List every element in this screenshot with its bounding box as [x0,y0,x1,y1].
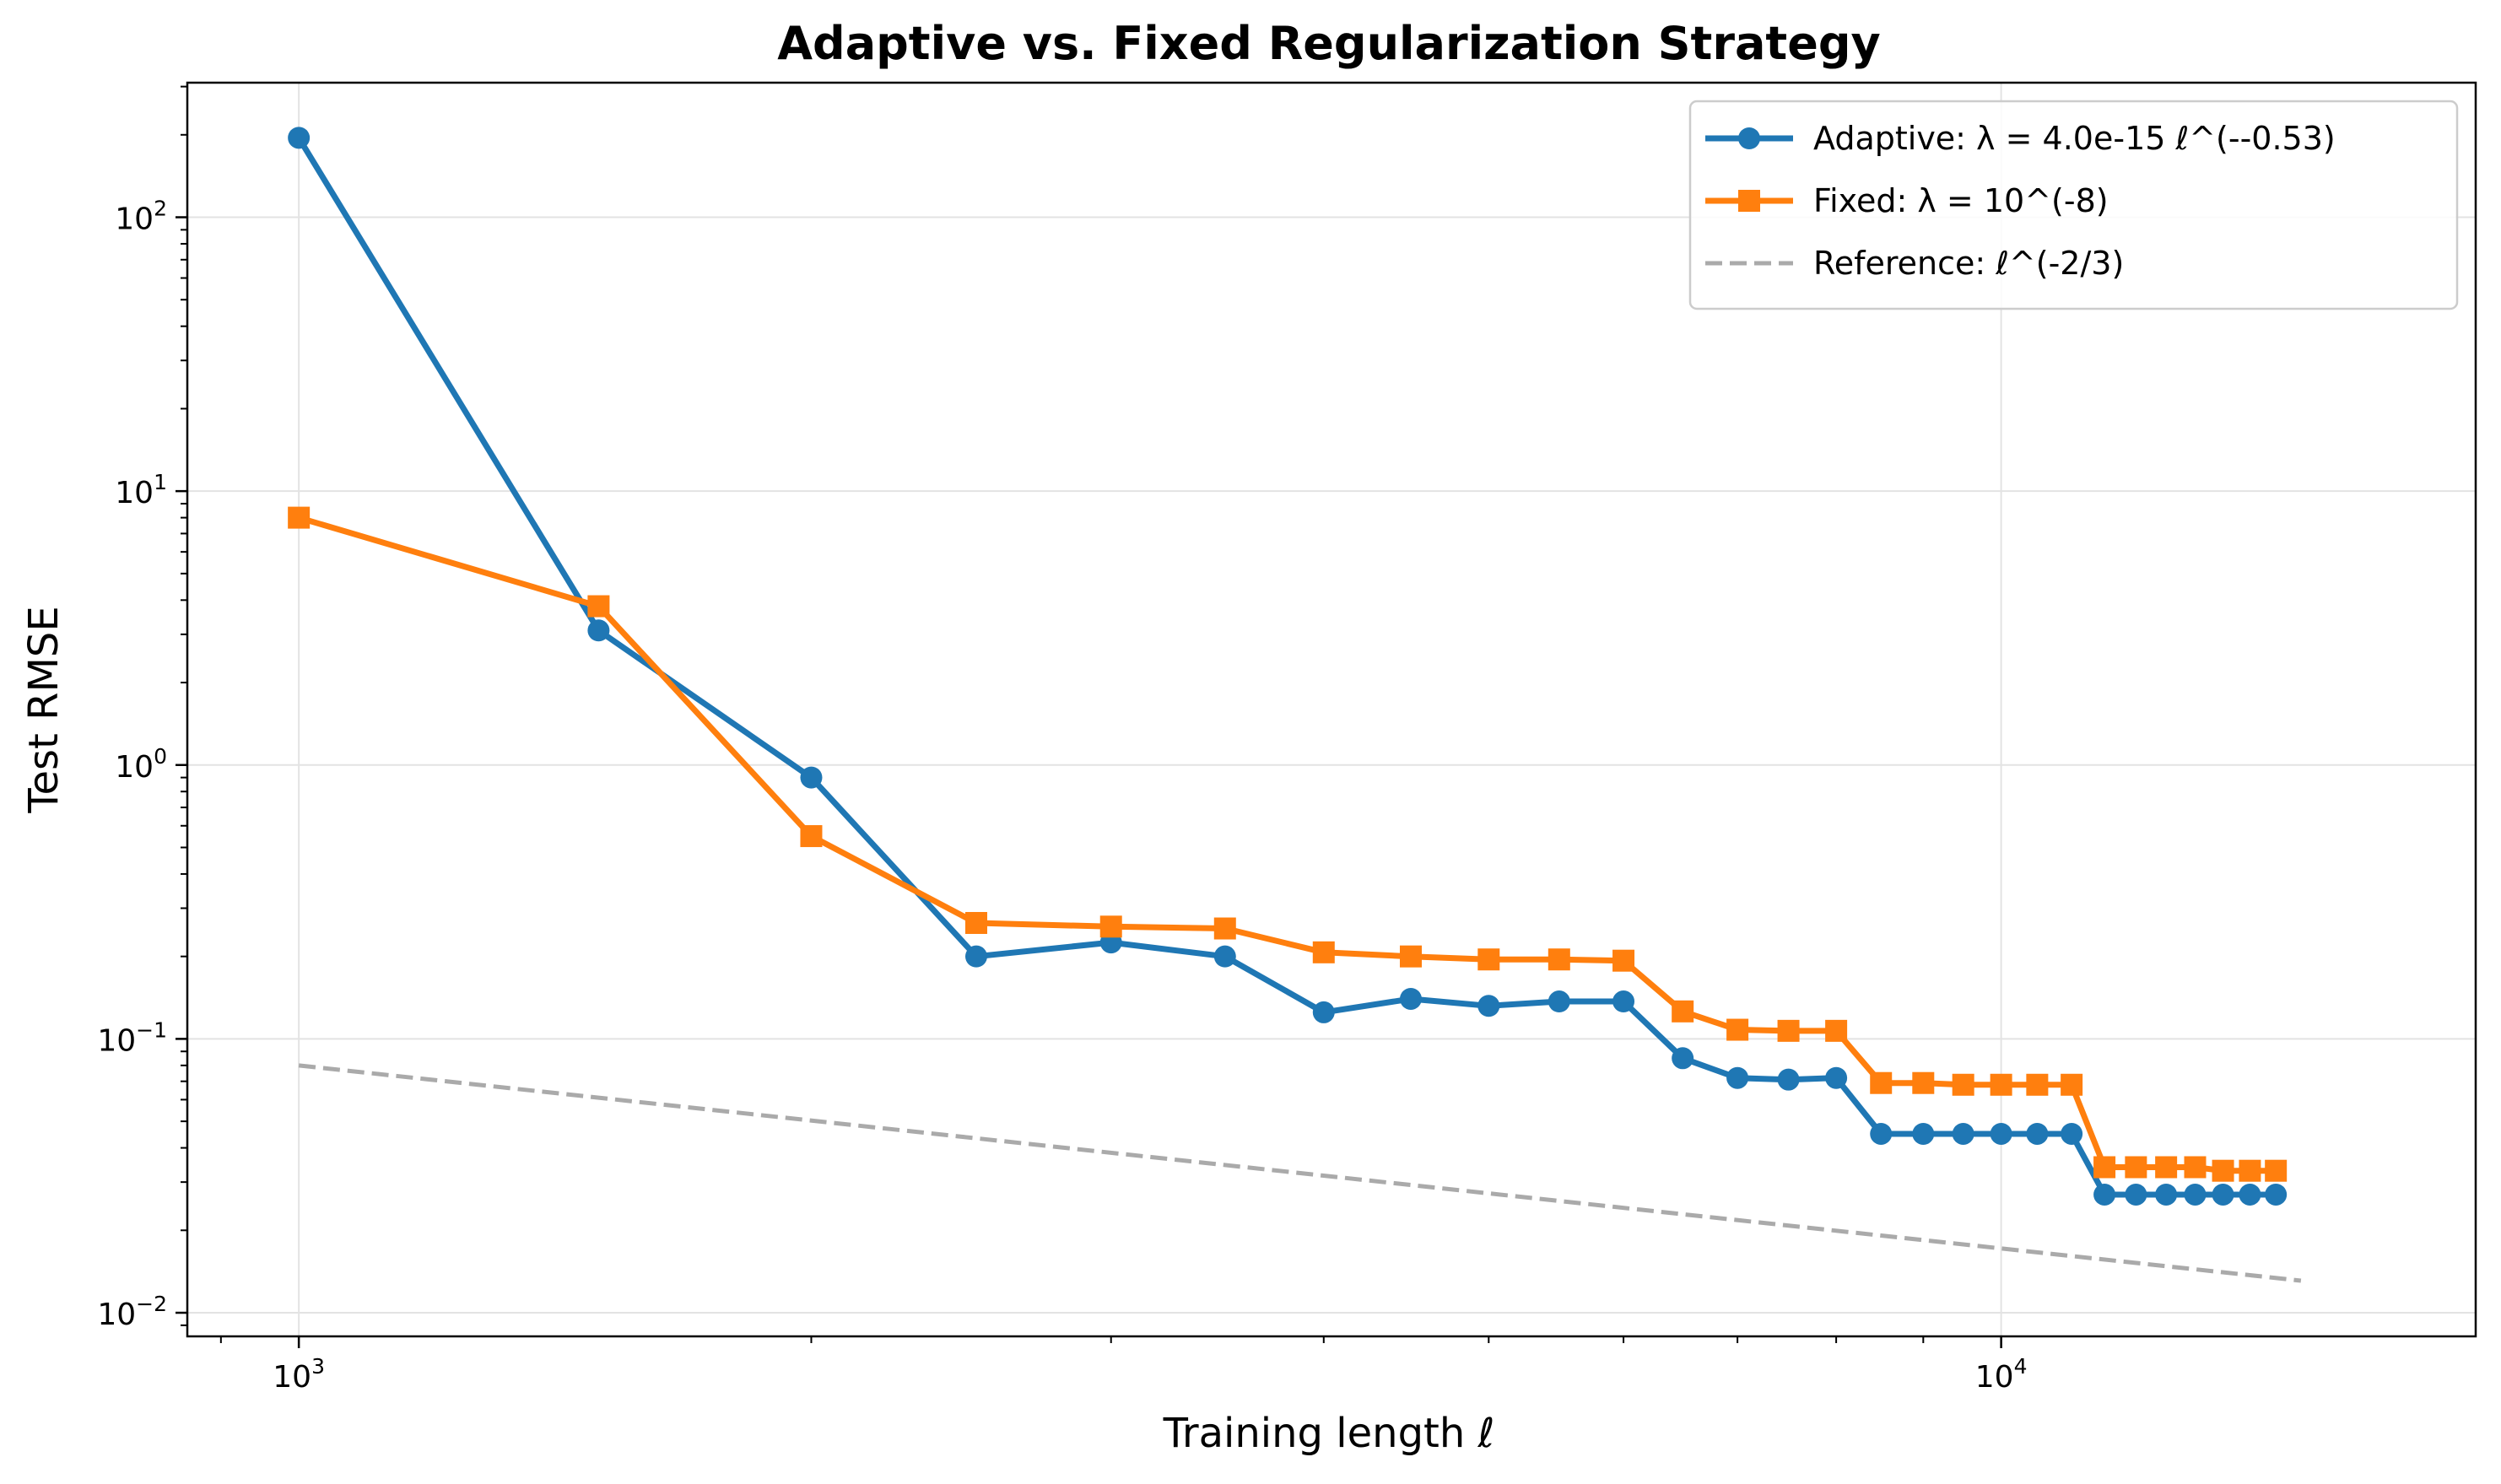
data-point [1399,945,1422,968]
x-axis-label: Training length ℓ [1163,1410,1495,1457]
data-point [800,766,823,789]
data-point [2026,1122,2049,1145]
data-point [1912,1122,1935,1145]
data-point [2265,1183,2288,1206]
data-point [1952,1122,1974,1145]
data-point [1477,948,1500,971]
legend-label: Fixed: λ = 10^(-8) [1813,182,2109,219]
x-tick-label: 104 [1975,1354,2028,1395]
data-point [1672,1047,1694,1070]
data-point [1612,949,1635,972]
data-point [288,127,311,149]
data-point [964,945,987,968]
data-point [1870,1122,1893,1145]
data-point [2239,1159,2261,1182]
data-point [2265,1159,2288,1182]
data-point [1477,995,1500,1017]
x-tick-label: 103 [273,1354,325,1395]
y-tick-label: 102 [115,197,167,237]
data-point [1912,1071,1935,1094]
plot-frame [186,81,2477,1338]
data-point [1726,1018,1749,1041]
data-point [1990,1122,2012,1145]
data-point [2239,1183,2261,1206]
data-point [1952,1073,1974,1096]
y-tick-label: 101 [115,470,167,510]
axis-ticks: 103 104 10−2 10−1 100 101 102 [97,85,2028,1395]
data-point [587,595,610,618]
data-point [1777,1019,1800,1042]
data-point [1672,1000,1694,1023]
data-point [2125,1183,2147,1206]
y-tick-label: 10−1 [97,1017,167,1058]
data-point [2184,1156,2207,1179]
y-tick-label: 10−2 [97,1292,167,1332]
data-point [2061,1073,2083,1096]
data-point [2093,1183,2116,1206]
data-point [1612,990,1635,1013]
data-point [288,506,311,529]
data-point [1825,1066,1848,1089]
data-point [1399,987,1422,1010]
data-point [2155,1183,2178,1206]
legend-marker [1738,127,1760,149]
data-point [1990,1073,2012,1096]
data-point [2026,1073,2049,1096]
y-axis-label: Test RMSE [20,606,68,813]
legend-label: Adaptive: λ = 4.0e-15 ℓ^(--0.53) [1813,120,2336,157]
data-point [587,619,610,642]
legend: Adaptive: λ = 4.0e-15 ℓ^(--0.53) Fixed: λ… [1688,100,2459,310]
data-point [2061,1122,2083,1145]
data-point [2212,1183,2234,1206]
series-line-1 [298,515,2277,1174]
data-point [1213,917,1236,940]
data-point [1213,945,1236,968]
data-point [1548,948,1570,971]
data-point [2184,1183,2207,1206]
grid-lines [187,83,2476,1336]
legend-label: Reference: ℓ^(-2/3) [1813,245,2124,282]
data-point [1825,1019,1848,1042]
legend-marker [1738,190,1760,212]
data-point [1870,1071,1893,1094]
chart-title: Adaptive vs. Fixed Regularization Strate… [777,17,1880,70]
y-tick-label: 100 [115,744,167,785]
plot-series [288,127,2302,1283]
data-point [2155,1156,2178,1179]
data-point [1726,1066,1749,1089]
data-point [2093,1156,2116,1179]
series-line-2 [298,1063,2302,1283]
data-point [1777,1068,1800,1091]
data-point [1548,990,1570,1013]
data-point [2125,1156,2147,1179]
legend-box [1688,100,2459,310]
data-point [1312,941,1335,963]
data-point [964,911,987,934]
data-point [800,825,823,848]
data-point [1099,915,1122,938]
data-point [1312,1001,1335,1023]
data-point [2212,1159,2234,1182]
series-line-0 [296,136,2277,1198]
